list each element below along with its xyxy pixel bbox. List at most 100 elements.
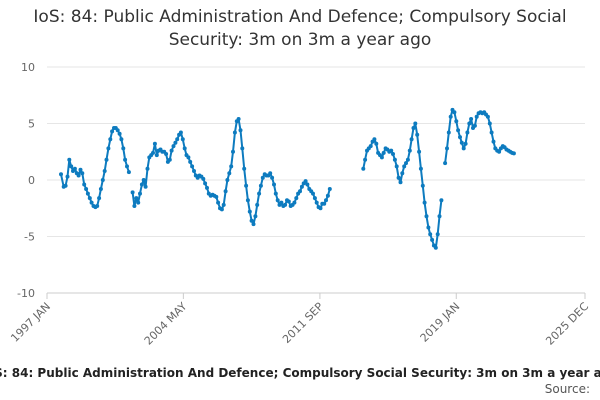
data-point[interactable] xyxy=(59,172,63,177)
data-point[interactable] xyxy=(402,164,407,169)
data-point[interactable] xyxy=(203,181,208,186)
data-point[interactable] xyxy=(227,171,232,176)
data-point[interactable] xyxy=(379,155,384,160)
data-point[interactable] xyxy=(125,164,129,169)
data-point[interactable] xyxy=(245,198,250,203)
data-point[interactable] xyxy=(139,182,144,187)
data-point[interactable] xyxy=(84,187,89,191)
data-point[interactable] xyxy=(487,121,492,126)
data-point[interactable] xyxy=(472,123,477,128)
data-point[interactable] xyxy=(221,202,226,207)
data-point[interactable] xyxy=(275,198,280,203)
data-point[interactable] xyxy=(398,180,403,185)
data-point[interactable] xyxy=(223,189,228,194)
data-point[interactable] xyxy=(467,121,472,126)
data-point[interactable] xyxy=(279,200,284,205)
data-point[interactable] xyxy=(69,164,74,169)
data-point[interactable] xyxy=(249,218,254,223)
data-point[interactable] xyxy=(100,178,105,182)
data-point[interactable] xyxy=(428,232,433,237)
data-point[interactable] xyxy=(465,130,470,135)
data-point[interactable] xyxy=(374,141,379,146)
data-point[interactable] xyxy=(452,110,457,115)
data-point[interactable] xyxy=(469,117,474,121)
data-point[interactable] xyxy=(180,137,185,142)
data-point[interactable] xyxy=(138,191,142,196)
data-point[interactable] xyxy=(258,183,263,188)
data-point[interactable] xyxy=(394,164,399,169)
data-point[interactable] xyxy=(229,164,234,169)
data-point[interactable] xyxy=(511,151,516,156)
data-point[interactable] xyxy=(363,157,368,162)
data-point[interactable] xyxy=(238,128,243,133)
data-point[interactable] xyxy=(190,164,195,169)
data-point[interactable] xyxy=(463,141,468,146)
data-point[interactable] xyxy=(175,137,180,142)
data-point[interactable] xyxy=(242,166,247,171)
data-point[interactable] xyxy=(251,222,256,227)
data-point[interactable] xyxy=(121,146,126,151)
data-point[interactable] xyxy=(201,176,206,181)
data-point[interactable] xyxy=(255,202,260,207)
data-point[interactable] xyxy=(78,167,83,172)
data-point[interactable] xyxy=(443,161,448,166)
data-point[interactable] xyxy=(178,130,183,135)
data-point[interactable] xyxy=(430,237,435,242)
data-point[interactable] xyxy=(260,175,265,180)
data-point[interactable] xyxy=(85,191,90,196)
data-point[interactable] xyxy=(232,130,237,135)
data-point[interactable] xyxy=(322,201,327,206)
data-point[interactable] xyxy=(405,157,410,162)
data-point[interactable] xyxy=(459,140,464,145)
data-point[interactable] xyxy=(381,150,386,155)
data-point[interactable] xyxy=(439,198,444,203)
data-point[interactable] xyxy=(126,170,131,175)
data-point[interactable] xyxy=(152,141,157,146)
data-point[interactable] xyxy=(489,130,494,135)
data-point[interactable] xyxy=(325,193,330,198)
data-point[interactable] xyxy=(102,169,107,173)
data-point[interactable] xyxy=(437,214,442,219)
data-point[interactable] xyxy=(72,166,77,171)
data-point[interactable] xyxy=(445,146,449,151)
data-point[interactable] xyxy=(108,137,113,142)
data-point[interactable] xyxy=(134,196,139,201)
data-point[interactable] xyxy=(435,232,440,237)
data-point[interactable] xyxy=(327,187,332,191)
data-point[interactable] xyxy=(372,137,377,142)
data-point[interactable] xyxy=(143,184,148,189)
data-point[interactable] xyxy=(123,157,128,162)
data-point[interactable] xyxy=(433,245,438,250)
data-point[interactable] xyxy=(485,114,490,119)
data-point[interactable] xyxy=(119,137,124,142)
data-point[interactable] xyxy=(231,149,235,154)
data-point[interactable] xyxy=(141,178,146,182)
data-point[interactable] xyxy=(456,128,461,133)
data-point[interactable] xyxy=(411,126,416,130)
data-point[interactable] xyxy=(392,157,397,162)
data-point[interactable] xyxy=(418,166,423,171)
data-point[interactable] xyxy=(117,131,122,136)
data-point[interactable] xyxy=(272,182,276,187)
data-point[interactable] xyxy=(188,159,193,164)
data-point[interactable] xyxy=(182,146,187,151)
data-point[interactable] xyxy=(303,179,308,184)
data-point[interactable] xyxy=(173,140,178,145)
data-point[interactable] xyxy=(318,206,323,211)
data-point[interactable] xyxy=(389,148,394,153)
data-point[interactable] xyxy=(400,171,405,176)
data-point[interactable] xyxy=(164,152,169,156)
data-point[interactable] xyxy=(292,200,297,205)
data-point[interactable] xyxy=(98,187,103,191)
data-point[interactable] xyxy=(80,171,85,176)
data-point[interactable] xyxy=(305,182,310,187)
data-point[interactable] xyxy=(461,146,466,151)
data-point[interactable] xyxy=(97,196,102,201)
data-point[interactable] xyxy=(65,174,70,179)
data-point[interactable] xyxy=(312,196,317,201)
data-point[interactable] xyxy=(257,191,262,196)
data-point[interactable] xyxy=(219,207,224,212)
data-point[interactable] xyxy=(167,157,172,162)
data-point[interactable] xyxy=(89,200,94,205)
data-point[interactable] xyxy=(311,191,315,196)
